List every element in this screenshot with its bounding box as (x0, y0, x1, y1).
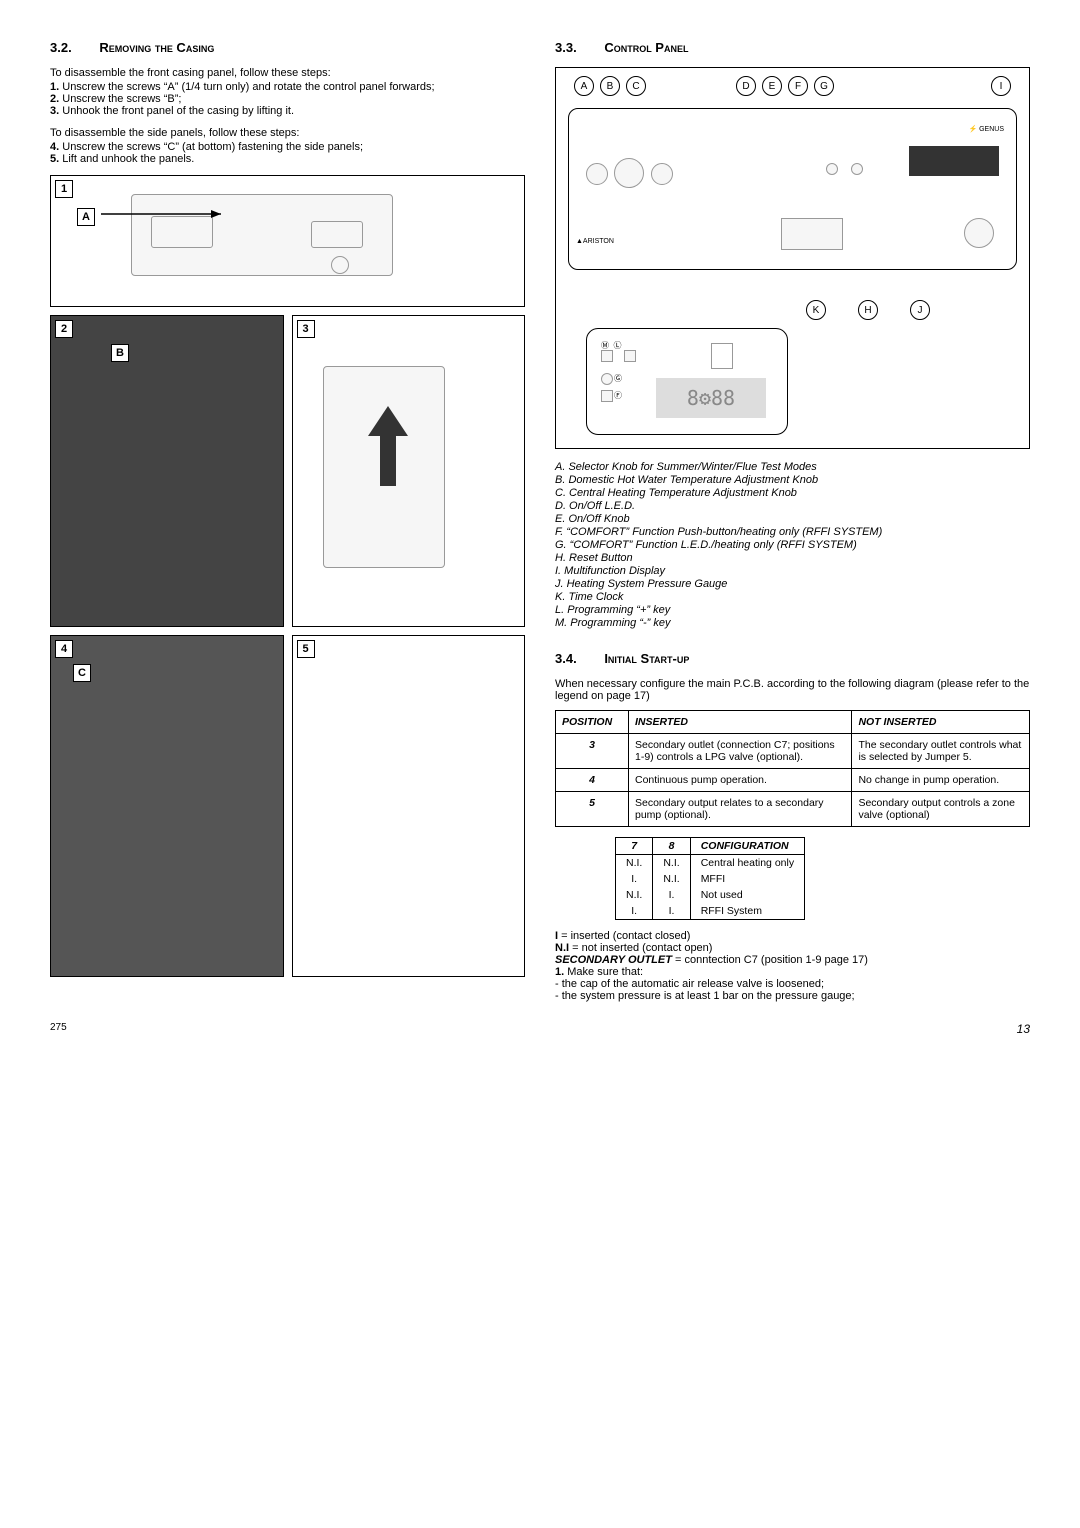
footer-code: 275 (50, 1022, 67, 1036)
control-panel-legend: A. Selector Knob for Summer/Winter/Flue … (555, 461, 1030, 629)
figure-4: 4 C (50, 635, 284, 977)
page-number: 13 (1017, 1022, 1030, 1036)
figure-1: 1 A (50, 175, 525, 307)
control-panel-diagram: A B C D E F G I ⚡ GENUS ▲A (555, 67, 1030, 449)
intro-text: To disassemble the front casing panel, f… (50, 67, 525, 79)
step-1: 1. Unscrew the screws “A” (1/4 turn only… (50, 81, 525, 93)
table-row: 3 Secondary outlet (connection C7; posit… (556, 734, 1030, 769)
config-table: 7 8 CONFIGURATION N.I.N.I.Central heatin… (615, 837, 805, 920)
figure-5: 5 (292, 635, 526, 977)
step-2: 2. Unscrew the screws “B”; (50, 93, 525, 105)
sec34-intro: When necessary configure the main P.C.B.… (555, 678, 1030, 702)
table-row: 5 Secondary output relates to a secondar… (556, 792, 1030, 827)
section-3.3-heading: 3.3. Control Panel (555, 40, 1030, 55)
pcb-table: POSITION INSERTED NOT INSERTED 3 Seconda… (555, 710, 1030, 827)
intro-text-2: To disassemble the side panels, follow t… (50, 127, 525, 139)
table-row: 4 Continuous pump operation. No change i… (556, 769, 1030, 792)
step-3: 3. Unhook the front panel of the casing … (50, 105, 525, 117)
section-3.4-heading: 3.4. Initial Start-up (555, 651, 1030, 666)
notes: I = inserted (contact closed) N.I = not … (555, 930, 1030, 1002)
step-4: 4. Unscrew the screws “C” (at bottom) fa… (50, 141, 525, 153)
section-3.2-heading: 3.2. Removing the Casing (50, 40, 525, 55)
figure-2: 2 B (50, 315, 284, 627)
figure-3: 3 (292, 315, 526, 627)
step-5: 5. Lift and unhook the panels. (50, 153, 525, 165)
